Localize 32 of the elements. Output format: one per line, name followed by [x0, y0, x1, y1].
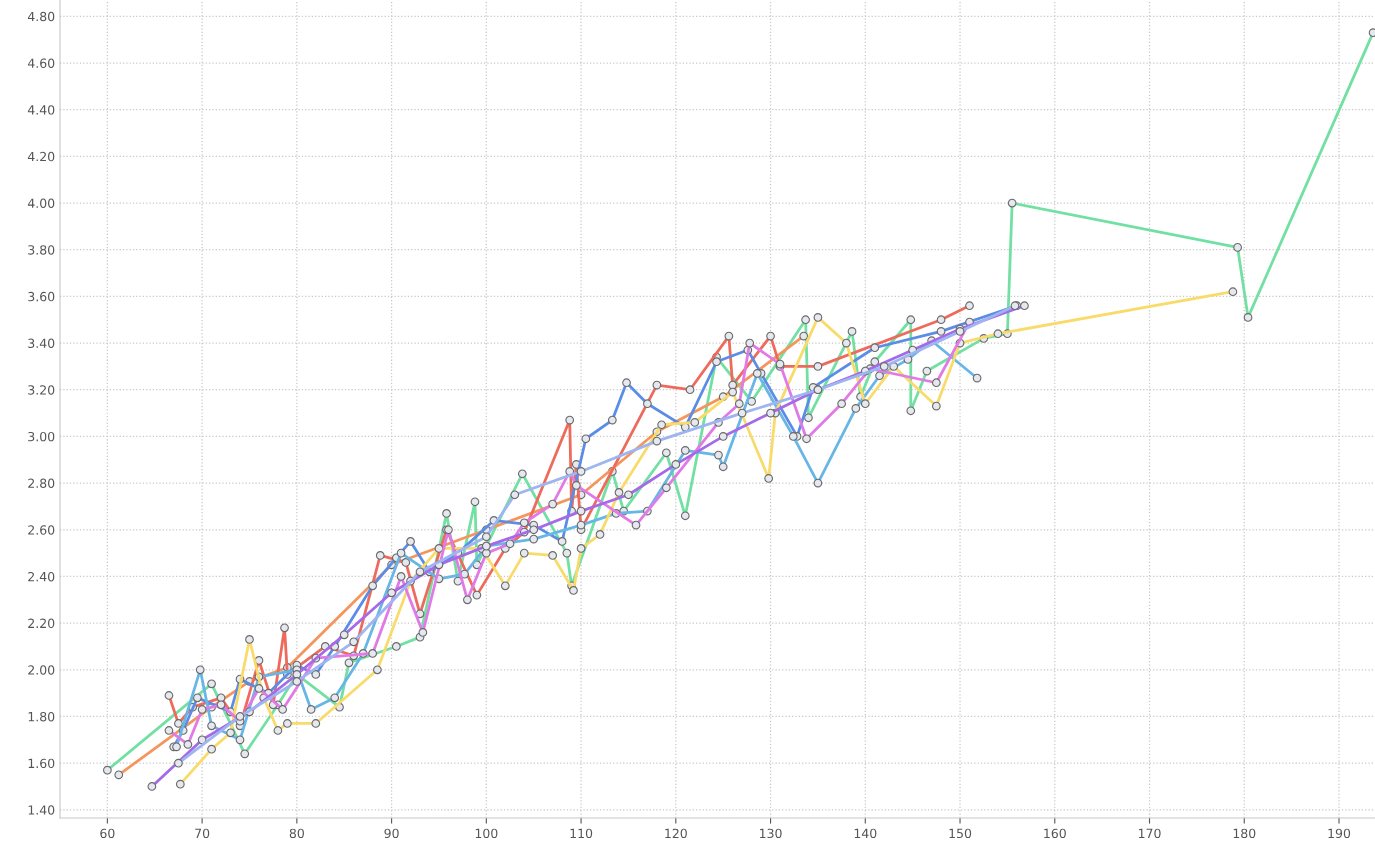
y-tick-label: 4.60 [27, 58, 55, 68]
x-tick-label: 60 [100, 828, 115, 839]
y-tick-label: 4.00 [27, 198, 55, 208]
y-tick-label: 4.40 [27, 105, 55, 115]
y-tick-label: 4.80 [27, 11, 55, 22]
x-tick-label: 140 [854, 828, 877, 839]
y-tick-label: 3.60 [28, 291, 55, 302]
y-tick-label: 2.80 [28, 478, 55, 489]
y-tick-label: 1.40 [28, 805, 55, 815]
x-tick-label: 100 [475, 828, 498, 839]
x-tick-label: 80 [289, 828, 304, 839]
x-tick-label: 120 [665, 828, 687, 839]
x-tick-label: 70 [195, 828, 210, 839]
y-tick-label: 3.00 [28, 431, 55, 442]
y-tick-label: 2.60 [28, 525, 55, 535]
y-tick-label: 3.80 [28, 245, 55, 255]
x-tick-label: 110 [570, 828, 593, 839]
y-tick-label: 3.20 [28, 385, 55, 395]
y-tick-label: 3.40 [28, 338, 55, 348]
x-tick-label: 170 [1138, 828, 1161, 839]
x-tick-label: 90 [384, 828, 399, 839]
y-tick-label: 1.60 [28, 758, 55, 769]
y-tick-label: 4.20 [27, 151, 55, 162]
x-tick-label: 180 [1233, 828, 1256, 839]
y-tick-label: 2.00 [28, 665, 55, 675]
x-tick-label: 130 [760, 828, 782, 839]
y-tick-label: 2.40 [28, 571, 55, 582]
y-tick-label: 1.80 [28, 711, 55, 722]
y-tick-label: 2.20 [28, 618, 55, 629]
x-tick-label: 190 [1328, 828, 1351, 839]
x-tick-label: 160 [1044, 828, 1066, 839]
x-tick-label: 150 [949, 828, 972, 839]
